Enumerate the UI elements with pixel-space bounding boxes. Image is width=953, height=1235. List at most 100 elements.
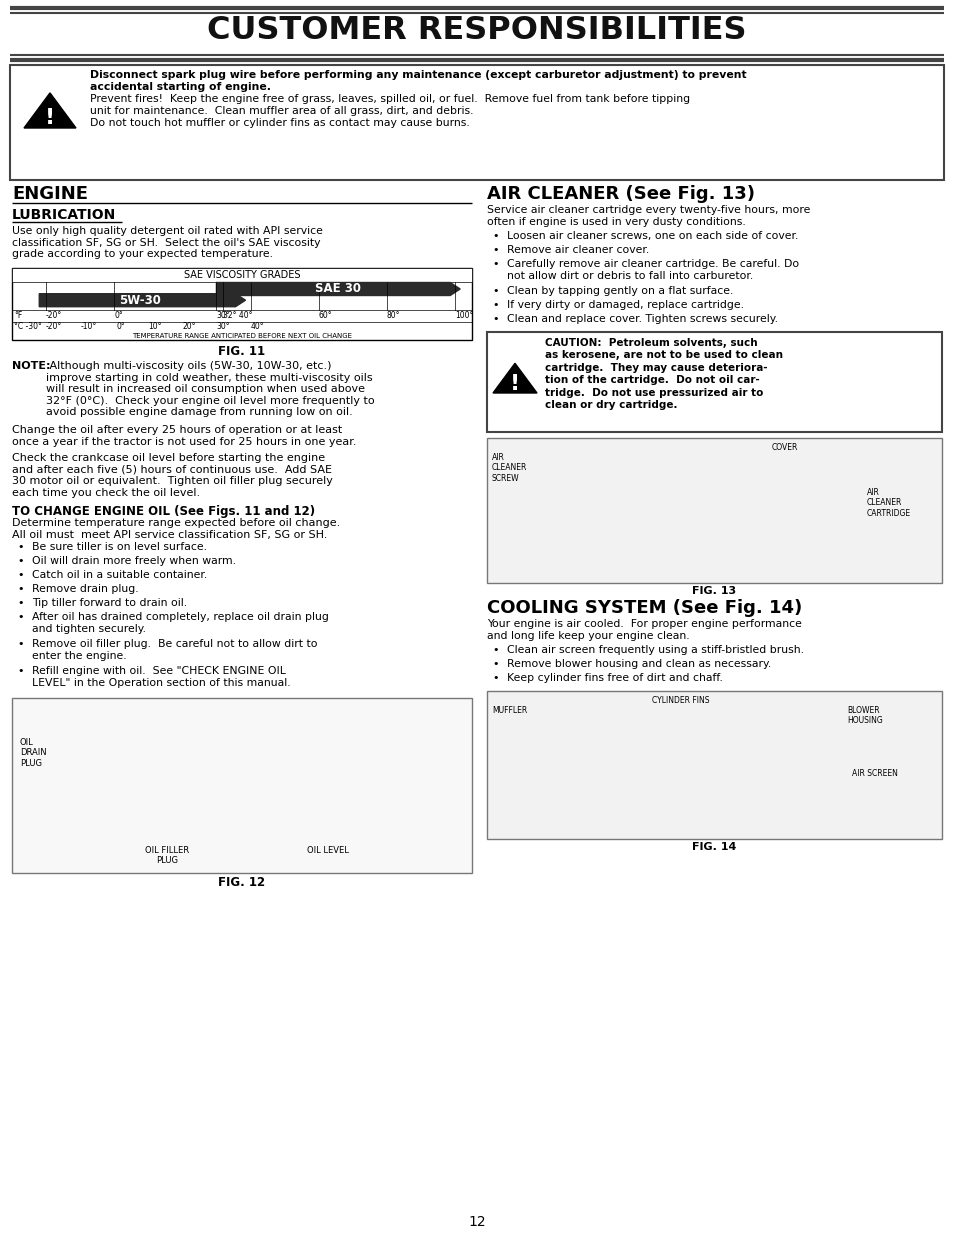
Text: Prevent fires!  Keep the engine free of grass, leaves, spilled oil, or fuel.  Re: Prevent fires! Keep the engine free of g… [90, 94, 689, 116]
Text: MUFFLER: MUFFLER [492, 706, 527, 715]
Text: Clean air screen frequently using a stiff-bristled brush.: Clean air screen frequently using a stif… [506, 645, 803, 655]
Text: Use only high quality detergent oil rated with API service
classification SF, SG: Use only high quality detergent oil rate… [12, 226, 322, 259]
Text: AIR CLEANER (See Fig. 13): AIR CLEANER (See Fig. 13) [486, 185, 754, 203]
Text: Clean by tapping gently on a flat surface.: Clean by tapping gently on a flat surfac… [506, 287, 733, 296]
Text: -20°: -20° [46, 311, 62, 320]
Text: FIG. 12: FIG. 12 [218, 876, 265, 889]
Text: 30°: 30° [216, 311, 230, 320]
Text: •: • [492, 300, 498, 310]
Text: OIL LEVEL: OIL LEVEL [307, 846, 349, 855]
Text: Although multi-viscosity oils (5W-30, 10W-30, etc.)
improve starting in cold wea: Although multi-viscosity oils (5W-30, 10… [46, 361, 375, 417]
Text: OIL
DRAIN
PLUG: OIL DRAIN PLUG [20, 739, 47, 768]
Text: FIG. 13: FIG. 13 [692, 585, 736, 597]
Text: LUBRICATION: LUBRICATION [12, 207, 116, 222]
Text: AIR
CLEANER
SCREW: AIR CLEANER SCREW [492, 453, 527, 483]
Text: AIR
CLEANER
CARTRIDGE: AIR CLEANER CARTRIDGE [866, 488, 910, 517]
Text: !: ! [510, 374, 519, 394]
Text: Tip tiller forward to drain oil.: Tip tiller forward to drain oil. [32, 598, 187, 608]
Text: °F: °F [14, 311, 22, 320]
Text: •: • [492, 259, 498, 269]
Text: 10°: 10° [148, 322, 162, 331]
Text: Remove blower housing and clean as necessary.: Remove blower housing and clean as neces… [506, 659, 770, 669]
Text: •: • [492, 245, 498, 254]
Text: •: • [492, 231, 498, 241]
Text: NOTE:: NOTE: [12, 361, 51, 370]
Text: Oil will drain more freely when warm.: Oil will drain more freely when warm. [32, 556, 235, 566]
Bar [486, 332, 941, 432]
Text: Check the crankcase oil level before starting the engine
and after each five (5): Check the crankcase oil level before sta… [12, 453, 333, 498]
Text: SAE VISCOSITY GRADES: SAE VISCOSITY GRADES [184, 270, 300, 280]
Text: Remove drain plug.: Remove drain plug. [32, 584, 138, 594]
FancyArrow shape [39, 294, 245, 306]
Text: 20°: 20° [182, 322, 195, 331]
Text: °C -30°: °C -30° [14, 322, 42, 331]
Bar [10, 65, 943, 180]
Text: FIG. 14: FIG. 14 [692, 842, 736, 852]
Text: 32° 40°: 32° 40° [223, 311, 253, 320]
Text: TO CHANGE ENGINE OIL (See Figs. 11 and 12): TO CHANGE ENGINE OIL (See Figs. 11 and 1… [12, 505, 314, 517]
Text: If very dirty or damaged, replace cartridge.: If very dirty or damaged, replace cartri… [506, 300, 743, 310]
Text: After oil has drained completely, replace oil drain plug
and tighten securely.: After oil has drained completely, replac… [32, 613, 329, 634]
Text: COOLING SYSTEM (See Fig. 14): COOLING SYSTEM (See Fig. 14) [486, 599, 801, 618]
Text: •: • [492, 314, 498, 324]
Text: 0°: 0° [116, 322, 125, 331]
Text: Remove oil filler plug.  Be careful not to allow dirt to
enter the engine.: Remove oil filler plug. Be careful not t… [32, 638, 317, 661]
Bar [486, 692, 941, 839]
Text: 60°: 60° [318, 311, 332, 320]
Text: Service air cleaner cartridge every twenty-five hours, more
often if engine is u: Service air cleaner cartridge every twen… [486, 205, 809, 226]
Bar [12, 698, 472, 873]
Bar [12, 268, 472, 340]
Text: •: • [17, 638, 24, 650]
Text: Keep cylinder fins free of dirt and chaff.: Keep cylinder fins free of dirt and chaf… [506, 673, 722, 683]
Text: 40°: 40° [251, 322, 264, 331]
Text: 0°: 0° [114, 311, 123, 320]
Text: •: • [17, 584, 24, 594]
Text: •: • [17, 542, 24, 552]
Text: Your engine is air cooled.  For proper engine performance
and long life keep you: Your engine is air cooled. For proper en… [486, 619, 801, 641]
Text: •: • [492, 287, 498, 296]
Text: •: • [492, 673, 498, 683]
Text: Clean and replace cover. Tighten screws securely.: Clean and replace cover. Tighten screws … [506, 314, 778, 324]
Text: SAE 30: SAE 30 [314, 283, 360, 295]
Text: •: • [17, 666, 24, 676]
Text: 80°: 80° [386, 311, 400, 320]
Polygon shape [493, 363, 537, 393]
Text: ENGINE: ENGINE [12, 185, 88, 203]
Bar [12, 268, 472, 282]
Text: Do not touch hot muffler or cylinder fins as contact may cause burns.: Do not touch hot muffler or cylinder fin… [90, 119, 469, 128]
Text: Determine temperature range expected before oil change.
All oil must  meet API s: Determine temperature range expected bef… [12, 517, 340, 540]
Text: BLOWER
HOUSING: BLOWER HOUSING [846, 706, 882, 725]
Text: 30°: 30° [216, 322, 230, 331]
Text: 100°: 100° [455, 311, 473, 320]
Text: 5W-30: 5W-30 [119, 294, 161, 306]
Text: CUSTOMER RESPONSIBILITIES: CUSTOMER RESPONSIBILITIES [207, 15, 746, 46]
Text: AIR SCREEN: AIR SCREEN [851, 769, 897, 778]
Text: Carefully remove air cleaner cartridge. Be careful. Do
not allow dirt or debris : Carefully remove air cleaner cartridge. … [506, 259, 799, 280]
Text: •: • [492, 659, 498, 669]
Text: •: • [17, 571, 24, 580]
Text: -20°: -20° [46, 322, 62, 331]
Text: COVER: COVER [771, 443, 798, 452]
Text: CAUTION:  Petroleum solvents, such
as kerosene, are not to be used to clean
cart: CAUTION: Petroleum solvents, such as ker… [544, 338, 782, 410]
Text: FIG. 11: FIG. 11 [218, 345, 265, 358]
Text: Catch oil in a suitable container.: Catch oil in a suitable container. [32, 571, 207, 580]
Text: Change the oil after every 25 hours of operation or at least
once a year if the : Change the oil after every 25 hours of o… [12, 425, 356, 447]
Text: Loosen air cleaner screws, one on each side of cover.: Loosen air cleaner screws, one on each s… [506, 231, 798, 241]
Text: Refill engine with oil.  See "CHECK ENGINE OIL
LEVEL" in the Operation section o: Refill engine with oil. See "CHECK ENGIN… [32, 666, 291, 688]
Text: CYLINDER FINS: CYLINDER FINS [651, 697, 709, 705]
Text: OIL FILLER
PLUG: OIL FILLER PLUG [145, 846, 189, 866]
Text: -10°: -10° [80, 322, 96, 331]
Text: !: ! [45, 107, 55, 127]
Text: •: • [492, 645, 498, 655]
Text: 12: 12 [468, 1215, 485, 1229]
Bar [486, 438, 941, 583]
Text: Disconnect spark plug wire before performing any maintenance (except carburetor : Disconnect spark plug wire before perfor… [90, 70, 746, 91]
Text: Remove air cleaner cover.: Remove air cleaner cover. [506, 245, 649, 254]
Text: Be sure tiller is on level surface.: Be sure tiller is on level surface. [32, 542, 207, 552]
Text: •: • [17, 556, 24, 566]
Polygon shape [24, 93, 76, 128]
Text: TEMPERATURE RANGE ANTICIPATED BEFORE NEXT OIL CHANGE: TEMPERATURE RANGE ANTICIPATED BEFORE NEX… [132, 333, 352, 338]
Text: •: • [17, 598, 24, 608]
FancyArrow shape [216, 283, 459, 295]
Text: •: • [17, 613, 24, 622]
